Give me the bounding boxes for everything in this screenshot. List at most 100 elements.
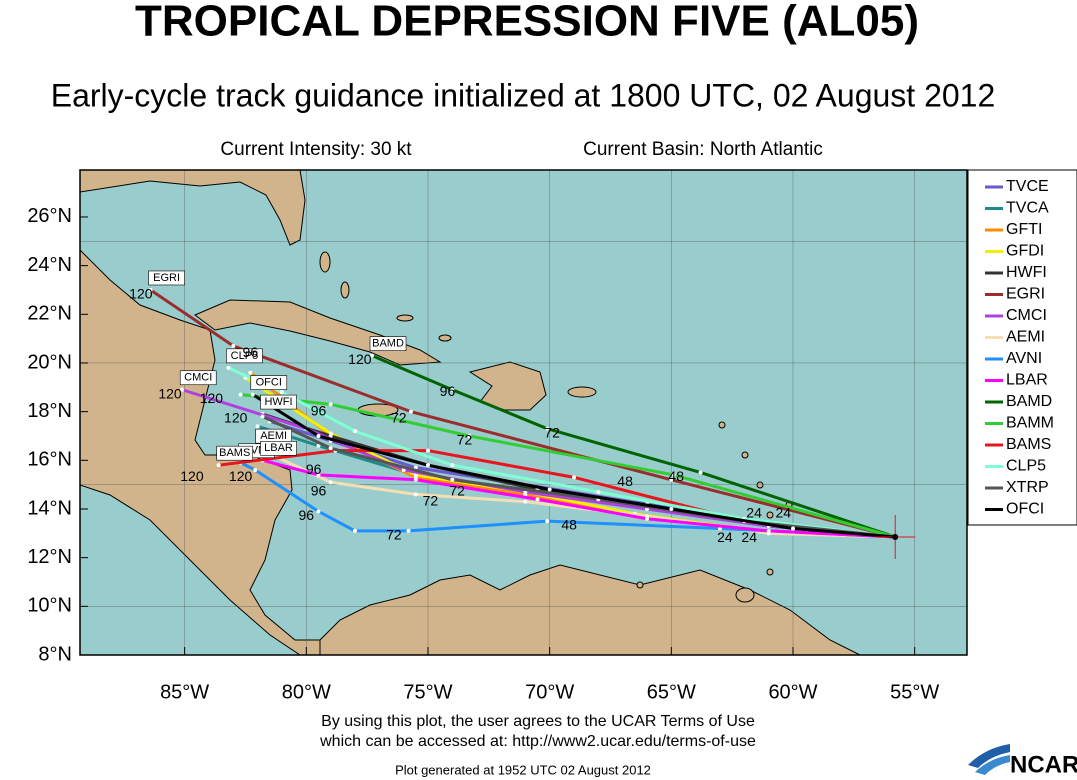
y-tick-label: 12°N	[27, 546, 72, 568]
land	[396, 314, 414, 322]
track-point	[328, 402, 333, 407]
chart-title: TROPICAL DEPRESSION FIVE (AL05)	[135, 0, 919, 46]
land	[319, 564, 861, 655]
track-point	[669, 506, 674, 511]
land	[718, 421, 726, 429]
track-point	[535, 497, 540, 502]
forecast-hour: 120	[158, 385, 182, 401]
forecast-hour: 120	[129, 286, 153, 302]
land	[741, 451, 749, 459]
legend-label: LBAR	[1006, 372, 1048, 389]
forecast-hour: 96	[243, 344, 259, 360]
track-label: CLP5	[231, 350, 259, 362]
track-point	[316, 433, 321, 438]
y-tick-label: 8°N	[38, 643, 72, 665]
land	[766, 511, 774, 519]
forecast-hour: 72	[544, 424, 560, 440]
forecast-hour: 48	[617, 473, 633, 489]
footer-note: which can be accessed at: http://www2.uc…	[319, 733, 756, 750]
legend-label: TVCA	[1006, 200, 1049, 217]
track-label-box	[226, 348, 263, 364]
x-tick-label: 65°W	[647, 681, 696, 703]
track-point	[791, 526, 796, 531]
basin: Current Basin: North Atlantic	[583, 139, 823, 160]
legend-label: AVNI	[1006, 350, 1042, 367]
forecast-hour: 72	[391, 410, 407, 426]
track-label-box	[148, 270, 185, 286]
x-tick-label: 60°W	[768, 681, 817, 703]
forecast-hour: 72	[423, 492, 439, 508]
generated-note: Plot generated at 1952 UTC 02 August 201…	[395, 762, 651, 777]
track-point	[425, 463, 430, 468]
land	[340, 281, 350, 299]
track-point	[248, 370, 253, 375]
legend-label: HWFI	[1006, 264, 1047, 281]
legend-label: BAMD	[1006, 393, 1052, 410]
legend-label: GFDI	[1006, 243, 1044, 260]
track-label: BAMS	[219, 447, 250, 459]
track-point	[406, 528, 411, 533]
land	[80, 249, 321, 655]
y-tick-label: 24°N	[27, 254, 72, 276]
y-tick-label: 16°N	[27, 449, 72, 471]
forecast-hour: 96	[299, 507, 315, 523]
track	[239, 461, 896, 539]
land	[319, 251, 331, 273]
y-tick-label: 10°N	[27, 595, 72, 617]
legend-label: AEMI	[1006, 329, 1045, 346]
track-point	[671, 472, 676, 477]
forecast-hour: 48	[668, 468, 684, 484]
forecast-hour: 24	[746, 505, 762, 521]
forecast-hour: 120	[200, 390, 224, 406]
track-label: HWFI	[264, 396, 292, 408]
y-tick-label: 22°N	[27, 303, 72, 325]
track-point	[413, 477, 418, 482]
track-point	[316, 443, 321, 448]
track-point	[328, 446, 333, 451]
forecast-hour: 96	[311, 402, 327, 418]
legend-label: TVCE	[1006, 178, 1049, 195]
track-point	[644, 516, 649, 521]
track-label: OFCI	[256, 377, 282, 389]
track-point	[226, 365, 231, 370]
forecast-hour: 24	[717, 529, 733, 545]
track-point	[279, 390, 284, 395]
logo-mark	[968, 744, 1010, 768]
track-point	[180, 387, 185, 392]
track-point	[425, 448, 430, 453]
legend-label: GFTI	[1006, 221, 1042, 238]
track-point	[255, 424, 260, 429]
track-point	[148, 287, 153, 292]
track-point	[253, 468, 258, 473]
track-point	[450, 477, 455, 482]
x-tick-label: 70°W	[525, 681, 574, 703]
track-label-box	[260, 394, 297, 410]
forecast-hour: 96	[306, 461, 322, 477]
track-point	[766, 528, 771, 533]
legend-label: EGRI	[1006, 286, 1045, 303]
track-point	[260, 414, 265, 419]
track-label: CMCI	[184, 372, 212, 384]
land	[80, 170, 306, 246]
forecast-hour: 120	[224, 410, 248, 426]
track-point	[370, 353, 375, 358]
land	[468, 361, 547, 411]
y-tick-label: 20°N	[27, 351, 72, 373]
forecast-hour: 72	[386, 526, 402, 542]
land	[766, 568, 774, 576]
track-point	[467, 433, 472, 438]
land	[756, 481, 764, 489]
track-point	[571, 475, 576, 480]
track-point	[669, 477, 674, 482]
track-point	[408, 409, 413, 414]
y-tick-label: 26°N	[27, 205, 72, 227]
track-label: AEMI	[260, 430, 287, 442]
land	[735, 587, 755, 603]
track-point	[352, 429, 357, 434]
track-point	[596, 489, 601, 494]
forecast-hour: 96	[311, 483, 327, 499]
track-label: LBAR	[264, 442, 293, 454]
track-point	[352, 528, 357, 533]
x-tick-label: 55°W	[890, 681, 939, 703]
track-point	[250, 392, 255, 397]
